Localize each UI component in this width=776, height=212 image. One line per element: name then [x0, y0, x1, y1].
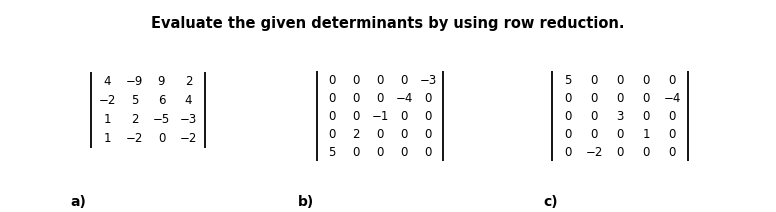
Text: 0: 0 [376, 145, 383, 159]
Text: 0: 0 [328, 74, 336, 86]
Text: 0: 0 [616, 127, 624, 141]
Text: 0: 0 [668, 127, 676, 141]
Text: 0: 0 [424, 110, 431, 123]
Text: −9: −9 [126, 75, 144, 88]
Text: 0: 0 [591, 92, 598, 105]
Text: 0: 0 [643, 92, 650, 105]
Text: 0: 0 [564, 127, 572, 141]
Text: −4: −4 [395, 92, 413, 105]
Text: 1: 1 [104, 113, 111, 126]
Text: 0: 0 [564, 145, 572, 159]
Text: 0: 0 [643, 74, 650, 86]
Text: 6: 6 [158, 94, 165, 107]
Text: −3: −3 [180, 113, 197, 126]
Text: 0: 0 [424, 92, 431, 105]
Text: 0: 0 [352, 110, 360, 123]
Text: 0: 0 [424, 127, 431, 141]
Text: 0: 0 [643, 145, 650, 159]
Text: 0: 0 [376, 127, 383, 141]
Text: 0: 0 [564, 110, 572, 123]
Text: a): a) [70, 195, 86, 209]
Text: 9: 9 [158, 75, 165, 88]
Text: 3: 3 [616, 110, 624, 123]
Text: 0: 0 [400, 145, 407, 159]
Text: 0: 0 [376, 92, 383, 105]
Text: 0: 0 [376, 74, 383, 86]
Text: 0: 0 [328, 92, 336, 105]
Text: −2: −2 [126, 132, 144, 145]
Text: 0: 0 [591, 127, 598, 141]
Text: 0: 0 [616, 92, 624, 105]
Text: 0: 0 [668, 145, 676, 159]
Text: 2: 2 [352, 127, 360, 141]
Text: b): b) [298, 195, 314, 209]
Text: 0: 0 [591, 110, 598, 123]
Text: 0: 0 [328, 127, 336, 141]
Text: −2: −2 [99, 94, 116, 107]
Text: 0: 0 [591, 74, 598, 86]
Text: 0: 0 [328, 110, 336, 123]
Text: −1: −1 [371, 110, 389, 123]
Text: 0: 0 [668, 74, 676, 86]
Text: 0: 0 [400, 74, 407, 86]
Text: Evaluate the given determinants by using row reduction.: Evaluate the given determinants by using… [151, 16, 625, 31]
Text: 0: 0 [352, 145, 360, 159]
Text: c): c) [543, 195, 558, 209]
Text: 0: 0 [400, 127, 407, 141]
Text: 1: 1 [104, 132, 111, 145]
Text: 0: 0 [158, 132, 165, 145]
Text: −3: −3 [419, 74, 437, 86]
Text: 0: 0 [352, 92, 360, 105]
Text: −4: −4 [663, 92, 681, 105]
Text: 0: 0 [352, 74, 360, 86]
Text: 4: 4 [104, 75, 111, 88]
Text: −2: −2 [585, 145, 603, 159]
Text: 0: 0 [564, 92, 572, 105]
Text: 4: 4 [185, 94, 192, 107]
Text: 0: 0 [424, 145, 431, 159]
Text: 5: 5 [328, 145, 336, 159]
Text: 0: 0 [616, 145, 624, 159]
Text: 5: 5 [131, 94, 138, 107]
Text: 0: 0 [643, 110, 650, 123]
Text: 0: 0 [400, 110, 407, 123]
Text: 0: 0 [616, 74, 624, 86]
Text: 0: 0 [668, 110, 676, 123]
Text: 5: 5 [564, 74, 572, 86]
Text: 1: 1 [643, 127, 650, 141]
Text: −5: −5 [153, 113, 170, 126]
Text: 2: 2 [130, 113, 138, 126]
Text: −2: −2 [180, 132, 197, 145]
Text: 2: 2 [185, 75, 192, 88]
